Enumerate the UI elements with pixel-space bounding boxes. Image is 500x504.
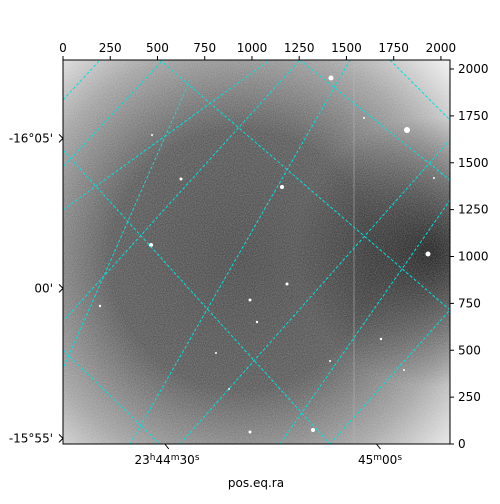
grid-line [299,60,450,181]
dec-tick [58,438,64,443]
coordinate-grid [63,60,450,444]
ra-tick-label-2: 45m00s [358,453,402,467]
top-pixel-axis: 0 250 500 750 1000 1250 1500 1750 2000 [59,41,456,60]
image-noise [63,60,450,444]
dec-tick [58,138,64,143]
x-axis-label: pos.eq.ra [228,476,284,490]
star [363,117,365,119]
dec-tick [58,134,64,139]
grid-line [63,349,161,444]
star [311,428,315,432]
right-tick-label: 1250 [458,203,489,217]
star [215,352,217,354]
star [425,251,431,257]
grid-line [63,79,191,371]
top-tick-label: 1750 [378,41,409,55]
dec-tick-label: 00' [34,281,53,295]
top-tick-label: 1000 [237,41,268,55]
right-tick-label: 2000 [458,62,489,76]
grid-line [63,60,301,322]
ra-tick [376,443,381,450]
star [379,337,383,341]
top-tick-label: 0 [59,41,67,55]
dec-tick-label: -15°55' [9,431,53,445]
grid-line [63,60,164,168]
star [329,360,331,362]
star [403,369,405,371]
star [179,177,183,181]
right-tick-label: 1000 [458,250,489,264]
grid-line [179,139,450,444]
star [151,134,153,136]
star [280,185,284,189]
star [433,177,435,179]
right-tick-label: 0 [458,437,466,451]
plot-frame [62,59,451,445]
right-tick-label: 750 [458,296,481,310]
top-tick-label: 500 [146,41,169,55]
dec-tick [58,434,64,439]
star [285,282,289,286]
star [248,430,252,434]
ra-tick [164,443,170,450]
stars [98,75,435,434]
ra-axis [164,443,381,450]
dec-tick-label: -16°05' [9,131,53,145]
ra-tick-label-1: 23h44m30s [134,453,199,467]
right-pixel-axis: 0 250 500 750 1000 1250 1500 1750 2000 [450,62,489,451]
grid-line [279,199,450,444]
grid-line [389,60,450,121]
top-tick-label: 750 [193,41,216,55]
grid-line [159,60,450,311]
grid-line [63,149,331,444]
right-tick-label: 1500 [458,156,489,170]
star [404,127,410,133]
star [248,298,252,302]
star [149,243,153,247]
sky-image [63,60,450,444]
top-tick-label: 1500 [331,41,362,55]
dec-tick [58,288,64,293]
right-tick-label: 500 [458,343,481,357]
grid-line [129,60,351,444]
right-tick-label: 1750 [458,109,489,123]
dec-tick [58,284,64,289]
grid-line [63,60,271,211]
top-tick-label: 1250 [284,41,315,55]
star [328,75,334,81]
top-tick-label: 2000 [426,41,457,55]
dec-axis: -16°05' 00' -15°55' [9,131,64,445]
top-tick-label: 250 [99,41,122,55]
grid-line [63,60,101,101]
right-tick-label: 250 [458,390,481,404]
star [98,304,102,308]
star [255,320,259,324]
